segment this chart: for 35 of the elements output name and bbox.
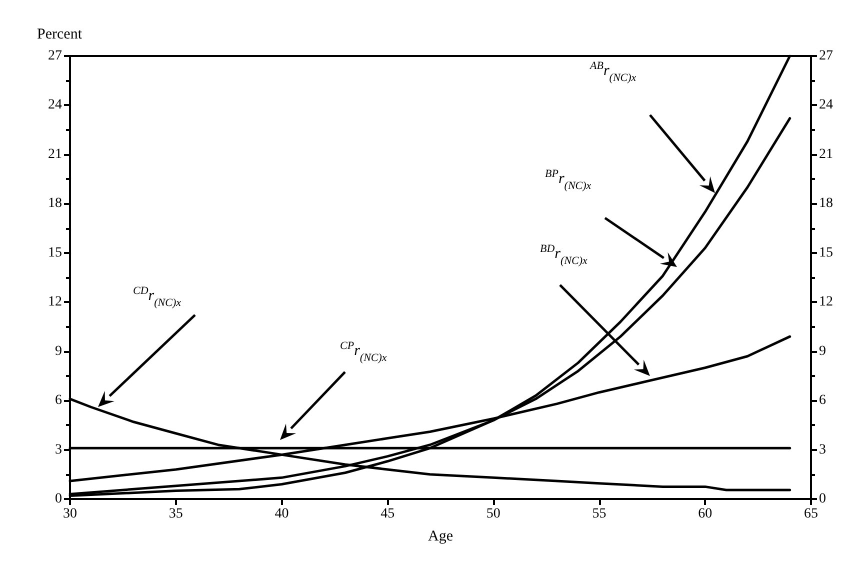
x-tick-label: 65: [804, 506, 818, 522]
y2-tick-label: 0: [819, 492, 826, 506]
x-tick-label: 60: [698, 506, 712, 522]
y2-tick-label: 21: [819, 146, 833, 162]
x-tick-label: 35: [168, 506, 183, 522]
y-tick-label: 24: [48, 98, 62, 113]
y-tick-label: 0: [55, 492, 62, 506]
x-tick-label: 30: [63, 506, 77, 522]
annotation: $^{BD}$r$_{(NC)x}$: [540, 243, 588, 267]
y-tick-label: 6: [55, 393, 62, 408]
y-tick-label: 18: [48, 196, 62, 212]
x-axis-title: Age: [428, 528, 454, 544]
x-tick-label: 55: [592, 506, 606, 522]
y2-tick-label: 9: [819, 344, 826, 359]
x-tick-label: 50: [486, 506, 500, 522]
y-tick-label: 12: [48, 294, 62, 310]
y-tick-label: 27: [48, 48, 62, 64]
y-tick-label: 21: [48, 146, 62, 162]
y2-tick-label: 18: [819, 196, 833, 212]
y2-tick-label: 24: [819, 98, 833, 113]
x-tick-label: 45: [380, 506, 395, 522]
y-axis-title: Percent: [37, 26, 83, 42]
y-tick-label: 15: [48, 245, 62, 260]
y-tick-label: 3: [55, 442, 62, 458]
annotation: $^{CD}$r$_{(NC)x}$: [133, 285, 182, 309]
y2-tick-label: 15: [819, 245, 833, 260]
annotation: $^{CP}$r$_{(NC)x}$: [340, 340, 387, 364]
y2-tick-label: 3: [819, 442, 826, 458]
annotation: $^{BP}$r$_{(NC)x}$: [545, 168, 592, 192]
x-tick-label: 40: [274, 506, 289, 522]
y2-tick-label: 6: [819, 393, 826, 408]
y-tick-label: 9: [55, 344, 62, 359]
y2-tick-label: 12: [819, 294, 833, 310]
y2-tick-label: 27: [819, 48, 833, 64]
annotation: $^{AB}$r$_{(NC)x}$: [589, 60, 636, 84]
